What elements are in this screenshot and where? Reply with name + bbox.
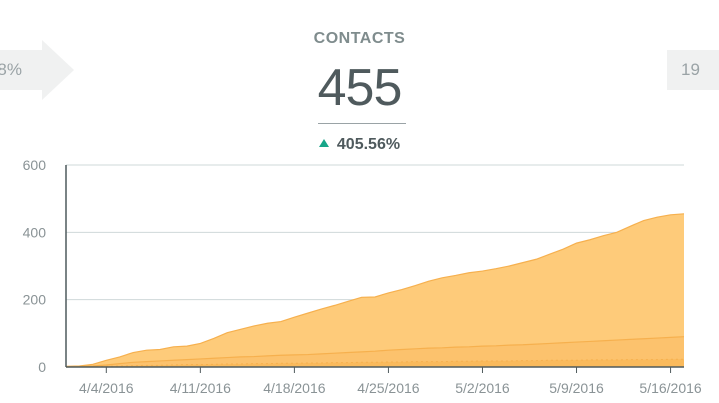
x-tick-label: 4/4/2016 <box>79 380 134 396</box>
x-tick-label: 5/16/2016 <box>639 380 701 396</box>
metric-change: 405.56% <box>0 136 719 154</box>
up-triangle-icon <box>318 139 329 147</box>
metric-title: CONTACTS <box>313 30 406 47</box>
x-tick-label: 4/25/2016 <box>357 380 419 396</box>
previous-arrow-icon[interactable] <box>42 40 74 100</box>
x-tick-label: 4/11/2016 <box>170 380 231 396</box>
x-tick-label: 5/9/2016 <box>549 380 604 396</box>
x-tick-label: 5/2/2016 <box>455 380 510 396</box>
next-metric-panel[interactable]: 19 <box>667 50 719 90</box>
x-tick-label: 4/18/2016 <box>263 380 325 396</box>
metric-divider <box>318 123 406 124</box>
metric-value: 455 <box>317 59 403 117</box>
y-tick-label: 200 <box>23 292 47 308</box>
next-metric-value: 19 <box>681 60 700 79</box>
series-line-1 <box>65 336 685 368</box>
previous-metric-value: 8% <box>0 60 22 79</box>
series-line-2 <box>65 358 684 368</box>
series-area-1 <box>66 336 684 367</box>
y-tick-label: 0 <box>38 359 46 375</box>
y-tick-label: 600 <box>23 157 47 173</box>
y-tick-label: 400 <box>23 224 47 240</box>
metric-change-value: 405.56% <box>336 136 401 153</box>
series-area-0 <box>66 213 684 367</box>
previous-metric-panel[interactable]: 8% <box>0 50 42 90</box>
series-line-0 <box>65 213 685 367</box>
series-area-2 <box>66 359 684 367</box>
